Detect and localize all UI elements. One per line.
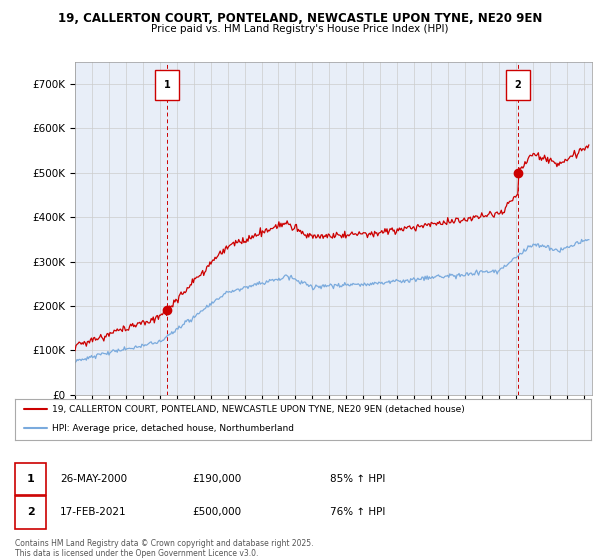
Text: 19, CALLERTON COURT, PONTELAND, NEWCASTLE UPON TYNE, NE20 9EN (detached house): 19, CALLERTON COURT, PONTELAND, NEWCASTL… [52, 405, 465, 414]
Text: 26-MAY-2000: 26-MAY-2000 [60, 474, 127, 484]
Text: Price paid vs. HM Land Registry's House Price Index (HPI): Price paid vs. HM Land Registry's House … [151, 24, 449, 34]
Text: 19, CALLERTON COURT, PONTELAND, NEWCASTLE UPON TYNE, NE20 9EN: 19, CALLERTON COURT, PONTELAND, NEWCASTL… [58, 12, 542, 25]
Text: £190,000: £190,000 [192, 474, 241, 484]
FancyBboxPatch shape [155, 70, 179, 100]
Text: 1: 1 [27, 474, 34, 484]
Text: Contains HM Land Registry data © Crown copyright and database right 2025.
This d: Contains HM Land Registry data © Crown c… [15, 539, 314, 558]
Text: HPI: Average price, detached house, Northumberland: HPI: Average price, detached house, Nort… [52, 424, 295, 433]
Text: 17-FEB-2021: 17-FEB-2021 [60, 507, 127, 517]
Text: 2: 2 [27, 507, 34, 517]
Text: 1: 1 [164, 80, 170, 90]
FancyBboxPatch shape [506, 70, 530, 100]
Text: 85% ↑ HPI: 85% ↑ HPI [330, 474, 385, 484]
Text: 2: 2 [515, 80, 521, 90]
Text: 76% ↑ HPI: 76% ↑ HPI [330, 507, 385, 517]
Text: £500,000: £500,000 [192, 507, 241, 517]
